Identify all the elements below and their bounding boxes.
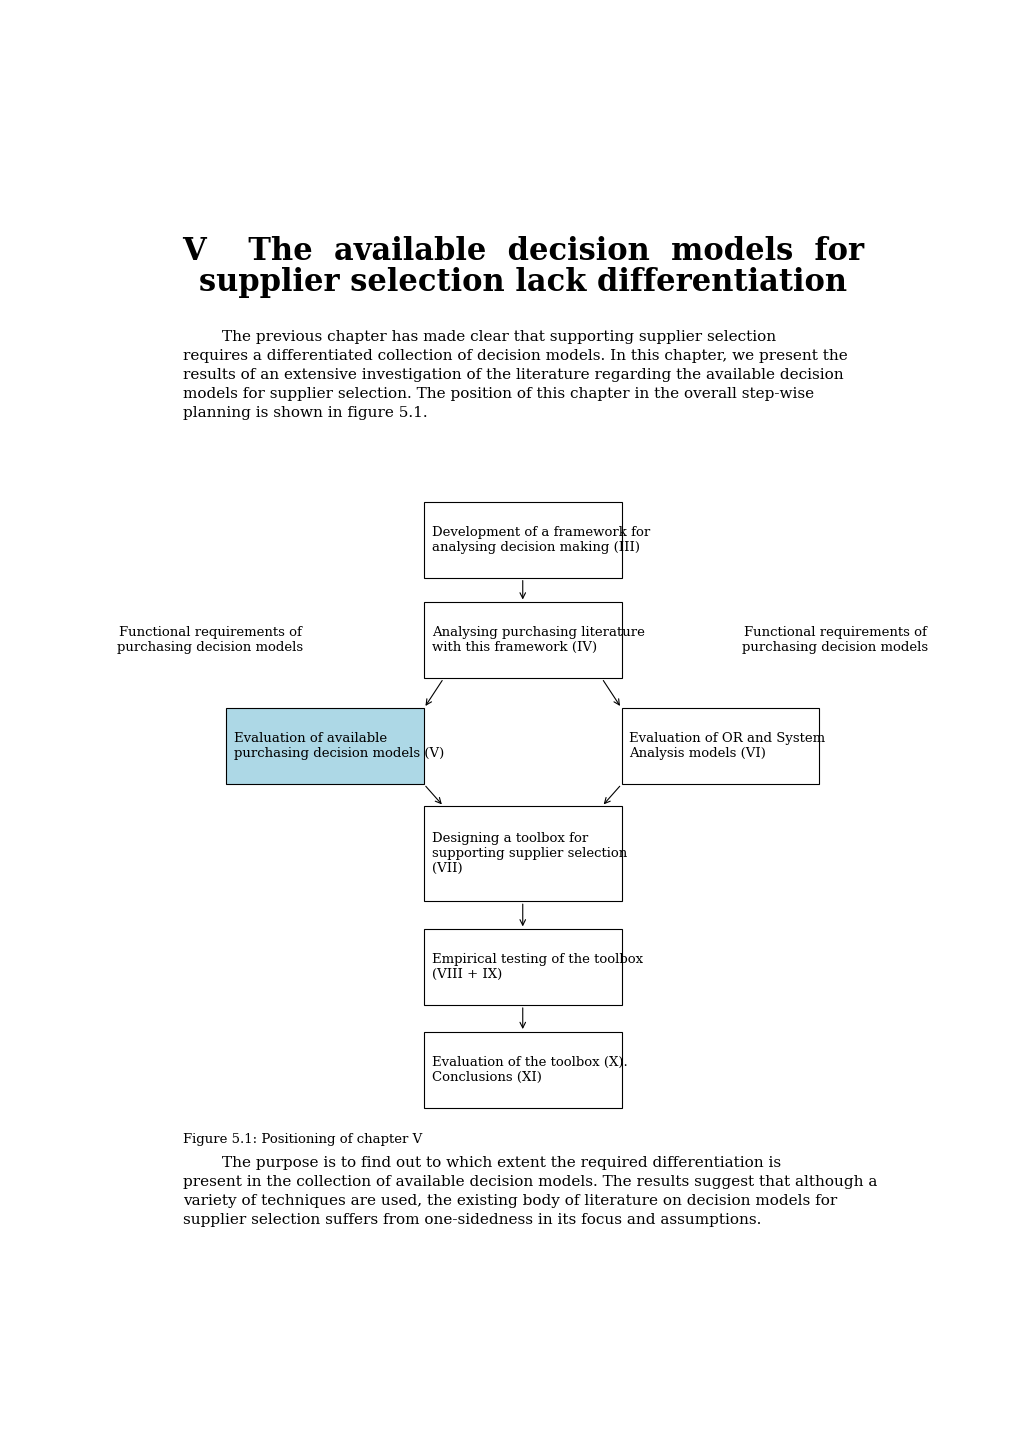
Text: Functional requirements of
purchasing decision models: Functional requirements of purchasing de… xyxy=(741,626,927,655)
Text: Development of a framework for
analysing decision making (III): Development of a framework for analysing… xyxy=(431,526,649,554)
Text: Functional requirements of
purchasing decision models: Functional requirements of purchasing de… xyxy=(117,626,304,655)
FancyBboxPatch shape xyxy=(424,501,621,578)
Text: supplier selection lack differentiation: supplier selection lack differentiation xyxy=(199,267,846,297)
Text: Evaluation of the toolbox (X).
Conclusions (XI): Evaluation of the toolbox (X). Conclusio… xyxy=(431,1056,627,1084)
Text: Empirical testing of the toolbox
(VIII + IX): Empirical testing of the toolbox (VIII +… xyxy=(431,953,642,981)
FancyBboxPatch shape xyxy=(424,929,621,1006)
FancyBboxPatch shape xyxy=(424,1032,621,1107)
Text: Analysing purchasing literature
with this framework (IV): Analysing purchasing literature with thi… xyxy=(431,626,644,655)
Text: Evaluation of OR and System
Analysis models (VI): Evaluation of OR and System Analysis mod… xyxy=(629,732,824,761)
FancyBboxPatch shape xyxy=(621,709,818,784)
Text: Figure 5.1: Positioning of chapter V: Figure 5.1: Positioning of chapter V xyxy=(182,1133,422,1146)
Text: V    The  available  decision  models  for: V The available decision models for xyxy=(181,236,863,268)
FancyBboxPatch shape xyxy=(424,807,621,901)
Text: The purpose is to find out to which extent the required differentiation is
prese: The purpose is to find out to which exte… xyxy=(182,1156,876,1226)
Text: The previous chapter has made clear that supporting supplier selection
requires : The previous chapter has made clear that… xyxy=(182,330,847,420)
Text: Designing a toolbox for
supporting supplier selection
(VII): Designing a toolbox for supporting suppl… xyxy=(431,832,627,875)
FancyBboxPatch shape xyxy=(226,709,424,784)
Text: Evaluation of available
purchasing decision models (V): Evaluation of available purchasing decis… xyxy=(234,732,444,761)
FancyBboxPatch shape xyxy=(424,603,621,678)
